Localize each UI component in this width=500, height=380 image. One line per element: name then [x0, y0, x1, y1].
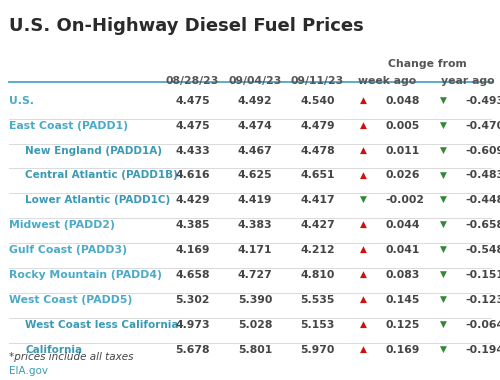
Text: Midwest (PADD2): Midwest (PADD2) [9, 220, 115, 230]
Text: 4.651: 4.651 [300, 170, 335, 180]
Text: California: California [25, 345, 82, 355]
Text: 5.801: 5.801 [238, 345, 272, 355]
Text: 4.478: 4.478 [300, 146, 335, 155]
Text: -0.658: -0.658 [465, 220, 500, 230]
Text: 0.145: 0.145 [385, 295, 420, 305]
Text: 4.212: 4.212 [300, 245, 335, 255]
Text: -0.151: -0.151 [465, 270, 500, 280]
Text: 0.026: 0.026 [385, 170, 420, 180]
Text: 0.044: 0.044 [385, 220, 420, 230]
Text: 4.429: 4.429 [175, 195, 210, 205]
Text: ▼: ▼ [440, 220, 447, 229]
Text: ▼: ▼ [440, 295, 447, 304]
Text: ▲: ▲ [360, 270, 367, 279]
Text: Central Atlantic (PADD1B): Central Atlantic (PADD1B) [25, 170, 178, 180]
Text: -0.002: -0.002 [385, 195, 424, 205]
Text: 5.028: 5.028 [238, 320, 272, 330]
Text: 4.810: 4.810 [300, 270, 334, 280]
Text: ▼: ▼ [440, 270, 447, 279]
Text: 4.658: 4.658 [176, 270, 210, 280]
Text: -0.064: -0.064 [465, 320, 500, 330]
Text: 0.011: 0.011 [385, 146, 419, 155]
Text: West Coast less California: West Coast less California [25, 320, 178, 330]
Text: ▲: ▲ [360, 146, 367, 155]
Text: ▼: ▼ [440, 195, 447, 204]
Text: 4.479: 4.479 [300, 121, 335, 131]
Text: 5.390: 5.390 [238, 295, 272, 305]
Text: Change from: Change from [388, 59, 467, 69]
Text: 09/11/23: 09/11/23 [291, 76, 344, 86]
Text: *prices include all taxes: *prices include all taxes [9, 352, 134, 361]
Text: ▲: ▲ [360, 245, 367, 254]
Text: New England (PADD1A): New England (PADD1A) [25, 146, 162, 155]
Text: ▼: ▼ [440, 96, 447, 105]
Text: week ago: week ago [358, 76, 416, 86]
Text: 5.535: 5.535 [300, 295, 334, 305]
Text: 4.492: 4.492 [238, 96, 272, 106]
Text: ▲: ▲ [360, 220, 367, 229]
Text: 0.169: 0.169 [385, 345, 420, 355]
Text: -0.548: -0.548 [465, 245, 500, 255]
Text: 4.467: 4.467 [238, 146, 272, 155]
Text: -0.609: -0.609 [465, 146, 500, 155]
Text: -0.483: -0.483 [465, 170, 500, 180]
Text: ▲: ▲ [360, 96, 367, 105]
Text: 4.427: 4.427 [300, 220, 335, 230]
Text: EIA.gov: EIA.gov [9, 366, 48, 375]
Text: 4.385: 4.385 [176, 220, 210, 230]
Text: 4.433: 4.433 [175, 146, 210, 155]
Text: 4.616: 4.616 [175, 170, 210, 180]
Text: Lower Atlantic (PADD1C): Lower Atlantic (PADD1C) [25, 195, 170, 205]
Text: 4.171: 4.171 [238, 245, 272, 255]
Text: 5.970: 5.970 [300, 345, 334, 355]
Text: 0.083: 0.083 [385, 270, 420, 280]
Text: 4.419: 4.419 [238, 195, 272, 205]
Text: ▲: ▲ [360, 320, 367, 329]
Text: 4.973: 4.973 [175, 320, 210, 330]
Text: -0.448: -0.448 [465, 195, 500, 205]
Text: 4.540: 4.540 [300, 96, 335, 106]
Text: 4.417: 4.417 [300, 195, 335, 205]
Text: -0.493: -0.493 [465, 96, 500, 106]
Text: ▲: ▲ [360, 345, 367, 354]
Text: ▼: ▼ [440, 170, 447, 179]
Text: year ago: year ago [440, 76, 494, 86]
Text: 0.005: 0.005 [385, 121, 419, 131]
Text: 5.678: 5.678 [176, 345, 210, 355]
Text: ▼: ▼ [440, 345, 447, 354]
Text: ▲: ▲ [360, 121, 367, 130]
Text: 08/28/23: 08/28/23 [166, 76, 219, 86]
Text: 4.727: 4.727 [238, 270, 272, 280]
Text: ▼: ▼ [440, 320, 447, 329]
Text: East Coast (PADD1): East Coast (PADD1) [9, 121, 128, 131]
Text: ▲: ▲ [360, 295, 367, 304]
Text: 4.169: 4.169 [176, 245, 210, 255]
Text: 4.383: 4.383 [238, 220, 272, 230]
Text: 4.474: 4.474 [238, 121, 272, 131]
Text: 09/04/23: 09/04/23 [228, 76, 281, 86]
Text: 0.048: 0.048 [385, 96, 420, 106]
Text: U.S.: U.S. [9, 96, 34, 106]
Text: Gulf Coast (PADD3): Gulf Coast (PADD3) [9, 245, 127, 255]
Text: -0.470: -0.470 [465, 121, 500, 131]
Text: 4.475: 4.475 [175, 121, 210, 131]
Text: Rocky Mountain (PADD4): Rocky Mountain (PADD4) [9, 270, 162, 280]
Text: West Coast (PADD5): West Coast (PADD5) [9, 295, 132, 305]
Text: 4.625: 4.625 [238, 170, 272, 180]
Text: -0.123: -0.123 [465, 295, 500, 305]
Text: ▲: ▲ [360, 170, 367, 179]
Text: 4.475: 4.475 [175, 96, 210, 106]
Text: 5.153: 5.153 [300, 320, 334, 330]
Text: ▼: ▼ [440, 245, 447, 254]
Text: ▼: ▼ [360, 195, 367, 204]
Text: ▼: ▼ [440, 146, 447, 155]
Text: -0.194: -0.194 [465, 345, 500, 355]
Text: U.S. On-Highway Diesel Fuel Prices: U.S. On-Highway Diesel Fuel Prices [9, 17, 364, 35]
Text: 5.302: 5.302 [176, 295, 210, 305]
Text: 0.125: 0.125 [385, 320, 420, 330]
Text: 0.041: 0.041 [385, 245, 420, 255]
Text: ▼: ▼ [440, 121, 447, 130]
